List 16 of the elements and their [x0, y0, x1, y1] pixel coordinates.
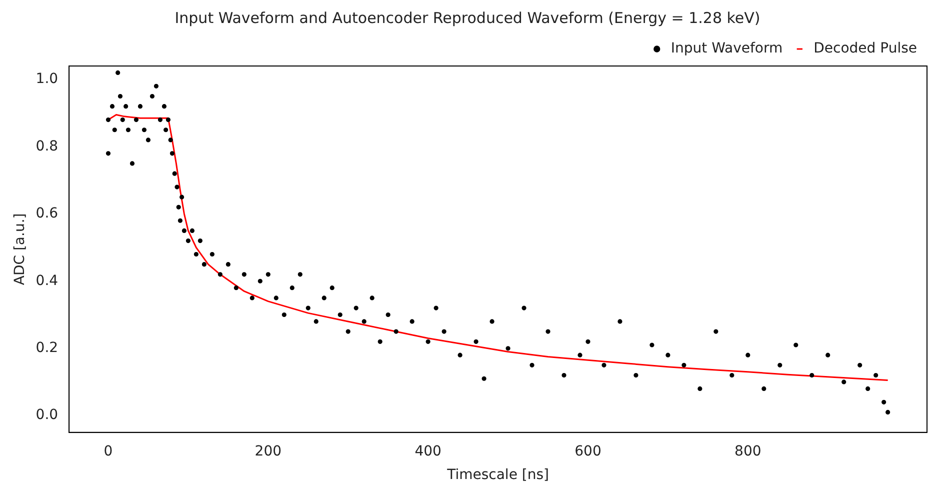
- legend-label: Input Waveform: [670, 40, 783, 57]
- x-axis-title: Timescale [ns]: [446, 467, 549, 484]
- y-tick-label: 0.4: [36, 272, 58, 289]
- x-tick-label: 400: [414, 443, 442, 460]
- legend-label: Decoded Pulse: [814, 40, 917, 57]
- x-tick-label: 0: [104, 443, 113, 460]
- y-tick-label: 0.2: [36, 340, 58, 356]
- y-tick-label: 0.0: [36, 407, 58, 424]
- y-tick-label: 0.8: [36, 138, 58, 154]
- chart-title: Input Waveform and Autoencoder Reproduced Waveform (Energy = 1.28 keV): [174, 8, 760, 27]
- y-tick-label: 0.6: [36, 206, 58, 222]
- x-tick-label: 200: [254, 443, 282, 460]
- y-tick-label: 1.0: [36, 71, 58, 88]
- y-axis-title: ADC [a.u.]: [12, 213, 28, 286]
- x-tick-label: 600: [574, 443, 602, 460]
- x-tick-label: 800: [734, 443, 762, 460]
